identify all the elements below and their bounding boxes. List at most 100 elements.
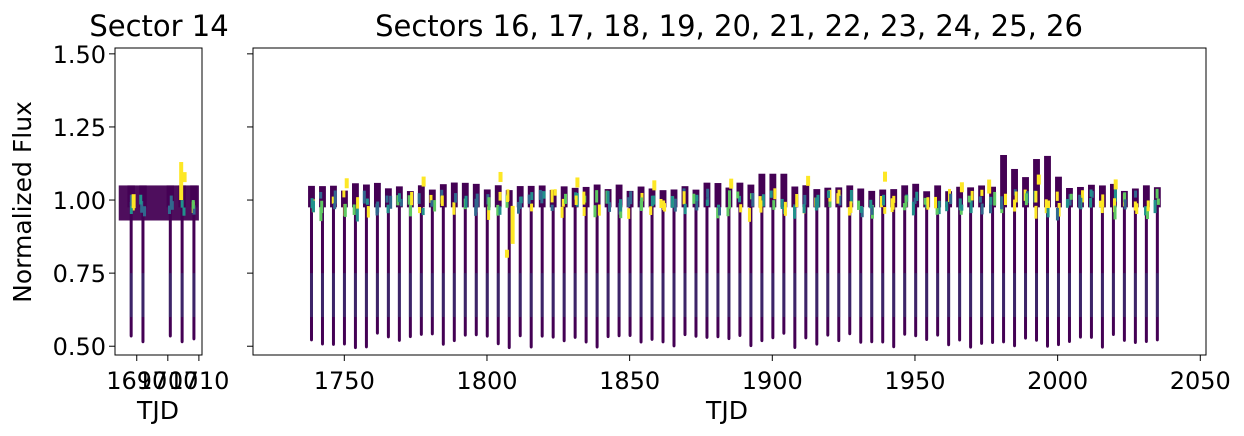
flux-speck xyxy=(487,206,491,220)
flux-speck xyxy=(837,189,841,196)
eclipse-dip-shade xyxy=(771,273,775,317)
flux-speck xyxy=(440,189,444,200)
eclipse-dip xyxy=(1067,200,1071,343)
flux-speck xyxy=(1155,188,1159,199)
flux-speck xyxy=(527,194,531,204)
eclipse-dip-shade xyxy=(375,273,379,317)
eclipse-dip-shade xyxy=(980,273,984,317)
flux-speck xyxy=(180,200,184,208)
eclipse-dip-shade xyxy=(914,273,918,317)
eclipse-dip-shade xyxy=(958,273,962,317)
flux-band-top xyxy=(956,186,964,208)
eclipse-dip xyxy=(1133,200,1137,345)
flux-speck xyxy=(629,191,633,205)
eclipse-dip-shade xyxy=(463,273,467,317)
flux-speck xyxy=(1000,196,1004,210)
eclipse-dip-shade xyxy=(408,273,412,317)
flux-speck xyxy=(1014,191,1018,203)
flux-speck xyxy=(879,195,883,208)
flux-speck xyxy=(780,198,784,210)
eclipse-dip-shade xyxy=(452,273,456,317)
eclipse-dip-shade xyxy=(716,273,720,317)
flux-speck xyxy=(397,193,401,203)
flux-speck xyxy=(892,195,896,203)
eclipse-dip-shade xyxy=(1013,273,1017,317)
eclipse-dip xyxy=(969,200,973,349)
eclipse-dip-shade xyxy=(661,273,665,317)
eclipse-dip-shade xyxy=(1035,273,1039,317)
flux-speck xyxy=(619,199,623,212)
eclipse-dip xyxy=(441,200,445,346)
eclipse-dip xyxy=(364,200,368,349)
eclipse-dip-shade xyxy=(309,273,313,317)
eclipse-dip-shade xyxy=(1045,273,1049,317)
flux-outlier xyxy=(1113,179,1118,190)
flux-speck xyxy=(561,198,565,207)
flux-speck xyxy=(608,202,612,212)
flux-speck xyxy=(960,204,964,211)
eclipse-dip-shade xyxy=(342,273,346,317)
flux-speck xyxy=(1034,205,1038,219)
flux-speck xyxy=(1113,188,1117,202)
eclipse-dip xyxy=(1035,200,1039,342)
eclipse-dip xyxy=(903,200,907,336)
flux-speck xyxy=(649,206,653,215)
eclipse-dip-shade xyxy=(364,273,368,317)
flux-speck xyxy=(430,200,434,207)
flux-speck xyxy=(627,208,631,219)
flux-speck xyxy=(1055,207,1059,221)
eclipse-dip xyxy=(551,200,555,339)
flux-speck xyxy=(376,201,380,213)
eclipse-dip xyxy=(694,200,698,338)
eclipse-dip-shade xyxy=(1089,273,1093,317)
flux-speck xyxy=(542,191,546,199)
flux-speck xyxy=(989,203,993,214)
eclipse-dip xyxy=(749,200,753,348)
flux-speck xyxy=(593,205,597,218)
flux-speck xyxy=(498,191,502,201)
eclipse-dip xyxy=(168,200,172,338)
eclipse-dip-shade xyxy=(1155,273,1159,317)
eclipse-dip xyxy=(474,200,478,337)
eclipse-dip xyxy=(1144,200,1148,343)
flux-speck xyxy=(619,205,623,219)
eclipse-dip xyxy=(1155,200,1159,342)
eclipse-dip-shade xyxy=(782,273,786,317)
eclipse-dip xyxy=(650,200,654,341)
eclipse-dip xyxy=(1024,200,1028,340)
flux-speck xyxy=(993,191,997,206)
eclipse-dip-shade xyxy=(738,273,742,317)
flux-speck xyxy=(1055,191,1059,201)
flux-speck xyxy=(692,193,696,204)
flux-speck xyxy=(320,200,324,214)
flux-band-top xyxy=(373,182,381,208)
sectors16-26-panel: Sectors 16, 17, 18, 19, 20, 21, 22, 23, … xyxy=(247,9,1231,425)
eclipse-dip-shade xyxy=(617,273,621,317)
flux-speck xyxy=(385,195,389,203)
x-tick-label: 1690 xyxy=(106,367,167,395)
eclipse-dip-shade xyxy=(168,273,172,317)
flux-band-top xyxy=(308,185,315,208)
flux-speck xyxy=(967,195,971,203)
x-tick-label: 1900 xyxy=(742,367,803,395)
eclipse-dip-shade xyxy=(837,273,841,317)
x-tick-label: 2000 xyxy=(1027,367,1088,395)
eclipse-dip xyxy=(958,200,962,342)
flux-speck xyxy=(389,195,393,209)
flux-speck xyxy=(519,196,523,204)
flux-speck xyxy=(530,192,534,201)
flux-speck xyxy=(970,190,974,201)
eclipse-dip-shade xyxy=(628,273,632,317)
flux-speck xyxy=(978,196,982,203)
flux-speck xyxy=(759,200,763,213)
flux-speck xyxy=(926,197,930,210)
flux-speck xyxy=(883,206,887,214)
eclipse-dip-shade xyxy=(881,273,885,317)
flux-speck xyxy=(129,201,133,215)
eclipse-dip xyxy=(716,200,720,339)
flux-speck xyxy=(140,201,144,213)
flux-outlier xyxy=(344,178,349,189)
x-tick-label: 1850 xyxy=(599,367,660,395)
flux-speck xyxy=(959,208,963,215)
eclipse-dip-shade xyxy=(727,273,731,317)
